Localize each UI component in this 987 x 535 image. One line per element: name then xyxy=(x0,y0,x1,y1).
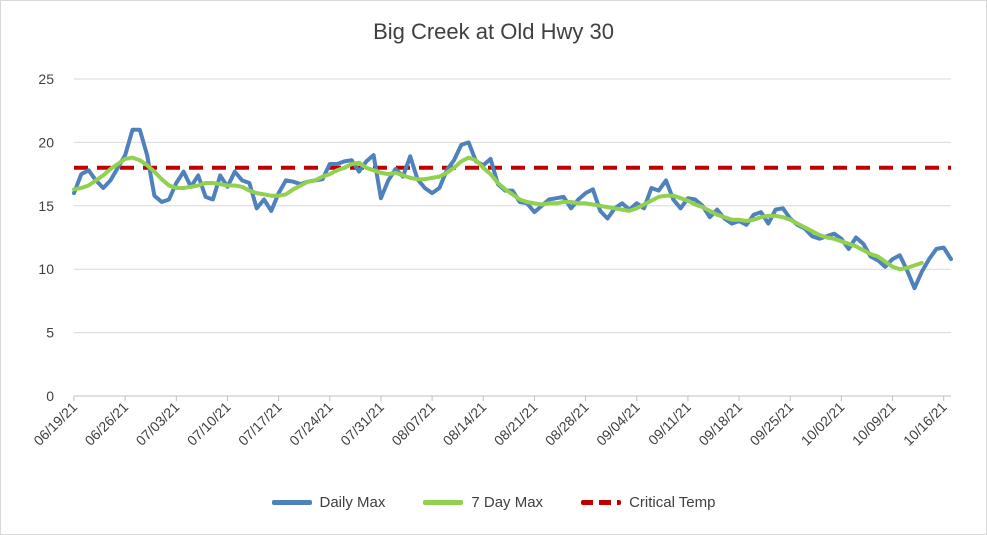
x-tick-label: 08/14/21 xyxy=(440,399,490,449)
legend-label-daily-max: Daily Max xyxy=(319,494,386,511)
legend-label-critical-temp: Critical Temp xyxy=(629,494,716,511)
critical-temp-swatch xyxy=(581,500,622,505)
x-tick-label: 08/28/21 xyxy=(542,399,592,449)
y-tick-label: 25 xyxy=(38,71,54,87)
x-tick-label: 10/09/21 xyxy=(849,399,899,449)
x-tick-label: 07/10/21 xyxy=(184,399,234,449)
y-tick-label: 15 xyxy=(38,198,54,214)
series-lines xyxy=(72,127,953,291)
x-tick-label: 06/26/21 xyxy=(81,399,131,449)
x-tick-label: 10/16/21 xyxy=(900,399,950,449)
x-tick-label: 10/02/21 xyxy=(798,399,848,449)
legend-item-daily-max: Daily Max xyxy=(271,494,386,511)
x-tick-label: 07/31/21 xyxy=(337,399,387,449)
x-tick-label: 09/25/21 xyxy=(746,399,796,449)
x-tick-label: 09/04/21 xyxy=(593,399,643,449)
x-tick-label: 07/24/21 xyxy=(286,399,336,449)
x-tick-label: 09/18/21 xyxy=(695,399,745,449)
y-axis: 0 5 10 15 20 25 xyxy=(38,71,54,404)
x-tick-label: 07/03/21 xyxy=(133,399,183,449)
daily-max-swatch xyxy=(271,500,312,505)
legend-item-7-day-max: 7 Day Max xyxy=(423,494,543,511)
x-tick-label: 08/21/21 xyxy=(491,399,541,449)
x-axis: 06/19/21 06/26/21 07/03/21 07/10/21 07/17/21… xyxy=(30,395,951,449)
x-tick-label: 07/17/21 xyxy=(235,399,285,449)
x-tick-label: 09/11/21 xyxy=(645,399,694,448)
7-day-max-swatch xyxy=(423,500,464,505)
x-tick-label: 08/07/21 xyxy=(388,399,438,449)
legend: Daily Max 7 Day Max Critical Temp xyxy=(1,494,986,511)
chart-title: Big Creek at Old Hwy 30 xyxy=(373,19,614,44)
legend-label-7-day-max: 7 Day Max xyxy=(471,494,544,511)
y-tick-label: 0 xyxy=(46,388,54,404)
y-tick-label: 5 xyxy=(46,325,54,341)
y-tick-label: 10 xyxy=(38,261,54,277)
x-tick-label: 06/19/21 xyxy=(30,399,80,449)
legend-item-critical-temp: Critical Temp xyxy=(581,494,715,511)
series-7-day-max xyxy=(72,155,924,272)
y-tick-label: 20 xyxy=(38,134,54,150)
series-daily-max xyxy=(72,127,953,291)
